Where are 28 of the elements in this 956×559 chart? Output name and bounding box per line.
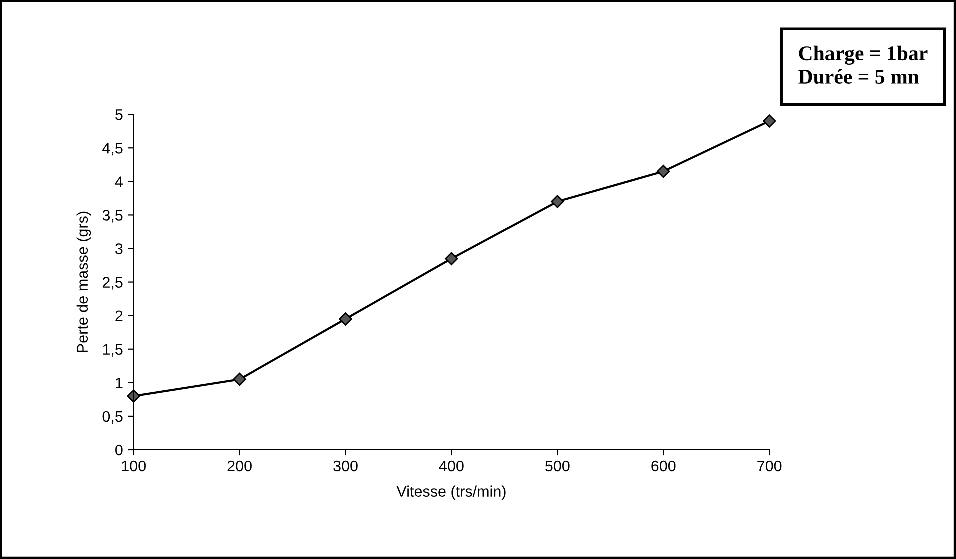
point (657, 165, 670, 178)
x-tick-label: 500 (546, 460, 570, 472)
point (233, 372, 246, 386)
y-tick-label: 5 (116, 110, 123, 120)
text: Durée = 5 mn (798, 69, 920, 84)
text: Charge = 1bar (799, 46, 928, 65)
point (445, 252, 458, 266)
y-tick-label: 4,5 (102, 143, 123, 156)
y-tick-label: 3,5 (102, 210, 123, 223)
point (339, 312, 352, 326)
y-tick-label: 0 (116, 444, 123, 456)
x-tick-label: 700 (758, 460, 782, 472)
y-axis-title: Perte de masse (grs) (76, 212, 92, 352)
x-tick-label: 600 (652, 460, 676, 472)
point (551, 195, 564, 208)
y-tick-label: 4 (115, 176, 123, 188)
x-axis-title: Vitesse (trs/min) (396, 486, 506, 500)
y-tick-label: 0,5 (102, 411, 123, 424)
x-tick-label: 400 (439, 460, 464, 472)
y-tick-label: 1 (116, 378, 123, 388)
y-tick-label: 2 (116, 310, 123, 322)
y-tick-label: 3 (116, 244, 123, 254)
point (762, 114, 776, 128)
x-tick-label: 300 (334, 460, 358, 472)
x-tick-label: 200 (228, 460, 252, 472)
y-tick-label: 2,5 (102, 277, 123, 290)
y-tick-label: 1,5 (103, 344, 123, 357)
x-tick-label: 100 (122, 460, 146, 472)
